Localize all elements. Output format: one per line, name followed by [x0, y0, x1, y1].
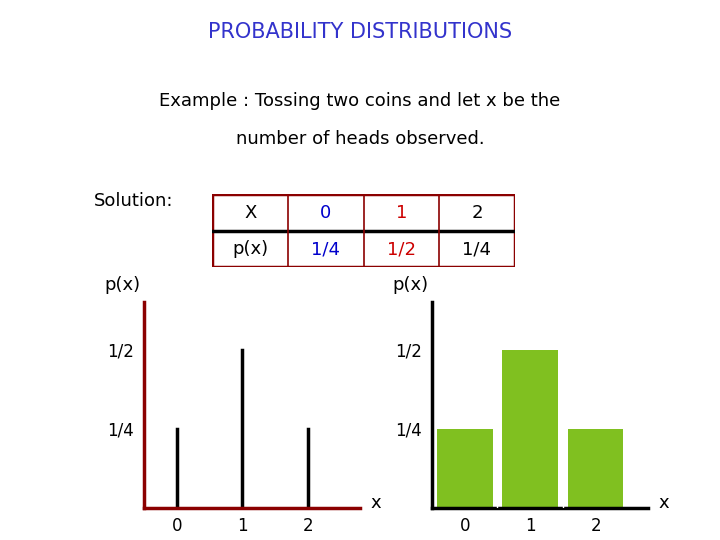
- Bar: [437, 429, 492, 508]
- Text: 1/2: 1/2: [387, 240, 416, 258]
- Text: Example : Tossing two coins and let x be the: Example : Tossing two coins and let x be…: [159, 92, 561, 110]
- Text: PROBABILITY DISTRIBUTIONS: PROBABILITY DISTRIBUTIONS: [208, 22, 512, 42]
- Text: x: x: [371, 494, 382, 512]
- Text: p(x): p(x): [392, 276, 428, 294]
- Text: number of heads observed.: number of heads observed.: [235, 130, 485, 147]
- Text: x: x: [659, 494, 670, 512]
- Text: Solution:: Solution:: [94, 192, 173, 210]
- Text: 1/4: 1/4: [462, 240, 492, 258]
- Text: p(x): p(x): [232, 240, 269, 258]
- Text: p(x): p(x): [104, 276, 140, 294]
- Text: 0: 0: [320, 204, 331, 221]
- Bar: [568, 429, 624, 508]
- Text: 2: 2: [472, 204, 482, 221]
- Text: 1: 1: [396, 204, 407, 221]
- Bar: [503, 350, 558, 508]
- Text: 1/4: 1/4: [311, 240, 341, 258]
- Text: X: X: [244, 204, 256, 221]
